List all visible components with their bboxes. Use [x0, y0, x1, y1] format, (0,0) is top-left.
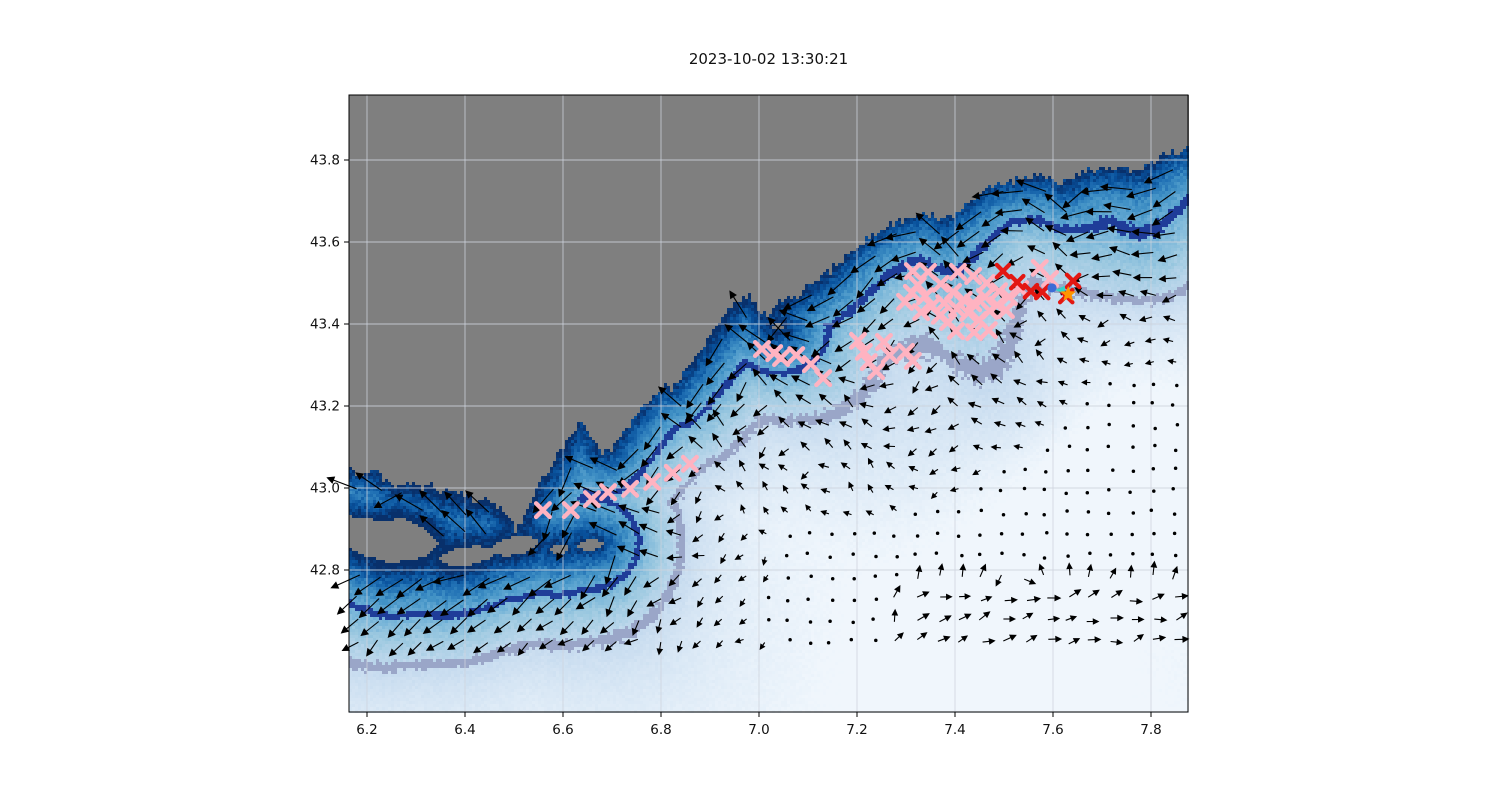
x-tick-labels: 6.2 6.4 6.6 6.8 7.0 7.2 7.4 7.6 7.8 [356, 722, 1161, 738]
axes-spine [348, 94, 1189, 713]
svg-text:7.2: 7.2 [846, 722, 867, 738]
svg-text:42.8: 42.8 [310, 563, 340, 579]
svg-text:7.8: 7.8 [1140, 722, 1161, 738]
svg-text:7.0: 7.0 [748, 722, 769, 738]
pink-x-markers [533, 258, 1060, 520]
svg-text:6.4: 6.4 [454, 722, 475, 738]
svg-text:6.6: 6.6 [552, 722, 573, 738]
orange-star-marker [1060, 285, 1076, 301]
svg-text:6.8: 6.8 [650, 722, 671, 738]
red-x-markers [994, 262, 1082, 305]
svg-text:43.6: 43.6 [310, 235, 340, 251]
current-arrows [326, 169, 1190, 657]
svg-text:7.6: 7.6 [1042, 722, 1063, 738]
svg-text:43.8: 43.8 [310, 153, 340, 169]
y-tick-labels: 43.8 43.6 43.4 43.2 43.0 42.8 [310, 153, 340, 579]
tick-marks [344, 159, 1152, 717]
svg-text:43.4: 43.4 [310, 317, 340, 333]
plot-title: 2023-10-02 13:30:21 [688, 50, 849, 68]
svg-text:43.2: 43.2 [310, 399, 340, 415]
svg-text:7.4: 7.4 [944, 722, 965, 738]
svg-text:6.2: 6.2 [356, 722, 377, 738]
svg-text:43.0: 43.0 [310, 481, 340, 497]
blue-dot-marker [1047, 283, 1057, 293]
